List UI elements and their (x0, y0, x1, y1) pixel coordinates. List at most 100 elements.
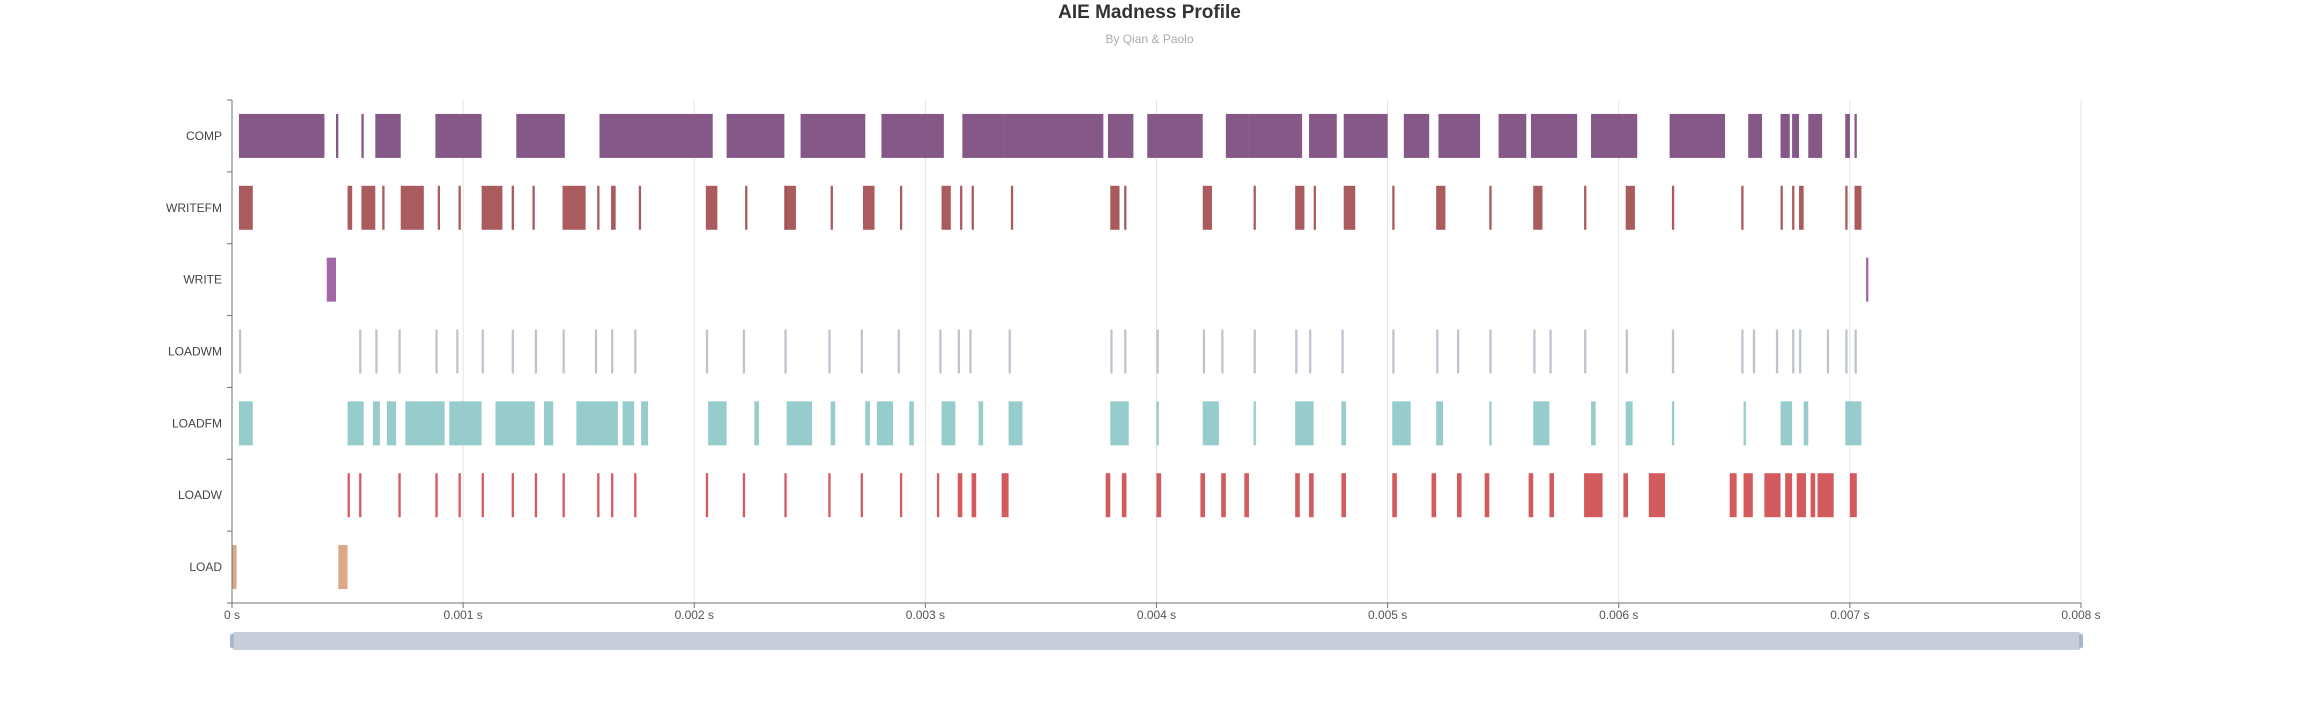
bar-loadwm[interactable] (1341, 329, 1344, 374)
bar-loadfm[interactable] (1341, 401, 1347, 446)
bar-writefm[interactable] (400, 185, 424, 230)
bar-loadwm[interactable] (398, 329, 401, 374)
bar-loadw[interactable] (534, 473, 538, 518)
bar-loadfm[interactable] (372, 401, 380, 446)
zoom-slider-track[interactable] (232, 632, 2081, 650)
bar-writefm[interactable] (532, 185, 535, 230)
bar-writefm[interactable] (705, 185, 718, 230)
bar-loadwm[interactable] (1221, 329, 1224, 374)
bar-writefm[interactable] (1489, 185, 1492, 230)
bar-writefm[interactable] (1295, 185, 1305, 230)
bar-write[interactable] (1866, 257, 1869, 302)
bar-comp[interactable] (1498, 113, 1527, 158)
bar-comp[interactable] (1248, 113, 1303, 158)
bar-loadwm[interactable] (1854, 329, 1857, 374)
bar-writefm[interactable] (830, 185, 833, 230)
bar-comp[interactable] (1343, 113, 1388, 158)
bar-writefm[interactable] (238, 185, 253, 230)
bar-writefm[interactable] (1625, 185, 1635, 230)
bar-loadwm[interactable] (375, 329, 378, 374)
bar-writefm[interactable] (1533, 185, 1543, 230)
bar-loadfm[interactable] (786, 401, 813, 446)
bar-writefm[interactable] (597, 185, 600, 230)
bar-loadwm[interactable] (1741, 329, 1744, 374)
bar-loadwm[interactable] (1253, 329, 1256, 374)
bar-loadw[interactable] (1849, 473, 1857, 518)
bar-loadwm[interactable] (511, 329, 514, 374)
bar-writefm[interactable] (511, 185, 514, 230)
bar-loadwm[interactable] (1671, 329, 1675, 374)
bar-loadfm[interactable] (347, 401, 364, 446)
bar-loadwm[interactable] (784, 329, 787, 374)
bar-writefm[interactable] (1799, 185, 1804, 230)
bar-loadw[interactable] (936, 473, 940, 518)
bar-loadfm[interactable] (1392, 401, 1411, 446)
bar-loadwm[interactable] (860, 329, 863, 374)
bar-loadw[interactable] (828, 473, 831, 518)
bar-writefm[interactable] (1343, 185, 1356, 230)
bar-comp[interactable] (361, 113, 364, 158)
bar-comp[interactable] (962, 113, 1004, 158)
bar-loadw[interactable] (1001, 473, 1009, 518)
bar-comp[interactable] (1530, 113, 1578, 158)
bar-comp[interactable] (881, 113, 944, 158)
bar-loadfm[interactable] (1202, 401, 1219, 446)
bar-loadfm[interactable] (1156, 401, 1159, 446)
bar-loadwm[interactable] (238, 329, 242, 374)
bar-loadw[interactable] (1764, 473, 1781, 518)
bar-loadwm[interactable] (359, 329, 362, 374)
bar-loadwm[interactable] (481, 329, 484, 374)
bar-comp[interactable] (1403, 113, 1430, 158)
bar-loadfm[interactable] (754, 401, 759, 446)
bar-loadfm[interactable] (1436, 401, 1444, 446)
bar-comp[interactable] (800, 113, 866, 158)
zoom-slider-handle-left[interactable] (230, 634, 234, 648)
zoom-slider[interactable] (230, 632, 2083, 650)
zoom-slider-handle-right[interactable] (2079, 634, 2083, 648)
bar-comp[interactable] (1845, 113, 1850, 158)
bar-loadw[interactable] (481, 473, 484, 518)
bar-writefm[interactable] (745, 185, 748, 230)
bar-writefm[interactable] (611, 185, 616, 230)
bar-writefm[interactable] (1392, 185, 1395, 230)
bar-loadw[interactable] (1584, 473, 1603, 518)
bar-loadfm[interactable] (386, 401, 397, 446)
bar-loadfm[interactable] (1295, 401, 1314, 446)
bar-writefm[interactable] (1584, 185, 1587, 230)
bar-writefm[interactable] (638, 185, 642, 230)
bar-writefm[interactable] (960, 185, 963, 230)
bar-loadwm[interactable] (1549, 329, 1552, 374)
bar-comp[interactable] (726, 113, 785, 158)
bar-loadwm[interactable] (957, 329, 961, 374)
bar-loadwm[interactable] (1625, 329, 1628, 374)
bar-loadw[interactable] (511, 473, 514, 518)
bar-comp[interactable] (1748, 113, 1763, 158)
bar-comp[interactable] (1591, 113, 1638, 158)
bar-loadfm[interactable] (1008, 401, 1023, 446)
bar-loadw[interactable] (1648, 473, 1665, 518)
bar-loadw[interactable] (398, 473, 401, 518)
bar-comp[interactable] (1854, 113, 1857, 158)
bar-writefm[interactable] (1780, 185, 1783, 230)
bar-loadw[interactable] (1221, 473, 1226, 518)
bar-comp[interactable] (1147, 113, 1203, 158)
bar-writefm[interactable] (1110, 185, 1120, 230)
bar-writefm[interactable] (481, 185, 503, 230)
bar-loadwm[interactable] (1456, 329, 1460, 374)
bar-loadfm[interactable] (1533, 401, 1550, 446)
bar-loadwm[interactable] (705, 329, 709, 374)
bar-writefm[interactable] (437, 185, 441, 230)
bar-loadw[interactable] (1484, 473, 1490, 518)
bar-loadfm[interactable] (708, 401, 727, 446)
bar-comp[interactable] (238, 113, 325, 158)
bar-comp[interactable] (1808, 113, 1823, 158)
bar-load[interactable] (338, 545, 348, 590)
bar-loadw[interactable] (458, 473, 461, 518)
bar-writefm[interactable] (971, 185, 974, 230)
bar-loadwm[interactable] (897, 329, 900, 374)
bar-loadw[interactable] (1156, 473, 1162, 518)
bar-comp[interactable] (1107, 113, 1134, 158)
bar-load[interactable] (232, 545, 237, 590)
bar-writefm[interactable] (1124, 185, 1127, 230)
bar-loadfm[interactable] (495, 401, 535, 446)
